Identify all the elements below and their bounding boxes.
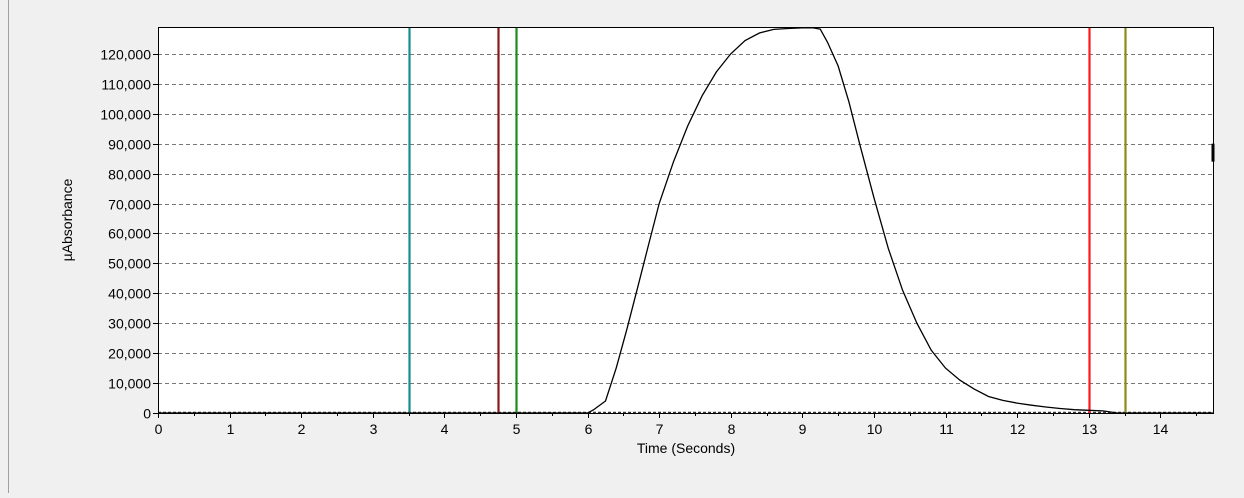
vertical-markers (408, 27, 1127, 413)
x-tick-label: 11 (939, 421, 954, 437)
y-tick-label: 50,000 (108, 256, 151, 272)
y-tick-label: 40,000 (108, 286, 151, 302)
x-tick-label: 9 (799, 421, 807, 437)
y-axis-label: µAbsorbance (59, 178, 75, 261)
absorbance-series-line (158, 27, 1214, 414)
x-tick-label: 14 (1153, 421, 1169, 437)
y-tick-label: 30,000 (108, 316, 151, 332)
y-tick-label: 0 (143, 406, 151, 422)
y-tick-label: 80,000 (108, 167, 151, 183)
y-tick-label: 20,000 (108, 346, 151, 362)
plot-frame (158, 27, 1214, 414)
y-tick-label: 100,000 (100, 107, 151, 123)
x-tick-label: 0 (155, 421, 163, 437)
y-tick-label: 90,000 (108, 137, 151, 153)
x-tick-label: 5 (513, 421, 521, 437)
x-tick-label: 8 (728, 421, 736, 437)
x-tick-label: 6 (585, 421, 593, 437)
x-axis-ticks: 0 1 2 3 4 5 6 7 8 9 10 11 12 13 14 (155, 413, 1197, 437)
x-tick-label: 3 (370, 421, 378, 437)
x-tick-label: 12 (1010, 421, 1026, 437)
x-tick-label: 1 (227, 421, 235, 437)
x-tick-label: 13 (1082, 421, 1098, 437)
y-tick-label: 110,000 (101, 77, 151, 93)
y-tick-label: 10,000 (108, 376, 151, 392)
x-axis-label: Time (Seconds) (637, 440, 735, 456)
x-tick-label: 2 (298, 421, 306, 437)
y-axis-ticks: 0 10,000 20,000 30,000 40,000 50,000 60,000 70,… (100, 47, 158, 422)
y-tick-label: 120,000 (100, 47, 151, 63)
x-tick-label: 10 (867, 421, 883, 437)
x-tick-label: 4 (441, 421, 449, 437)
x-tick-label: 7 (656, 421, 664, 437)
y-tick-label: 70,000 (108, 197, 151, 213)
plot-area (158, 27, 1214, 413)
panel-left-border (8, 0, 9, 493)
y-tick-label: 60,000 (108, 226, 151, 242)
